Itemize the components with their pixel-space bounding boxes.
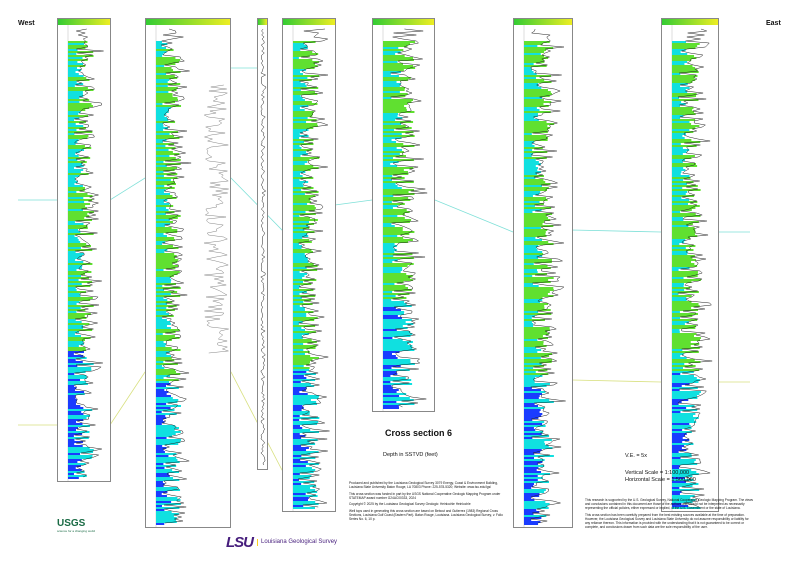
lsu-logo: LSU Louisiana Geological Survey [226, 534, 337, 551]
page-title: Cross section 6 [385, 428, 453, 438]
lsu-logo-text: LSU [226, 534, 254, 551]
west-label: West [18, 20, 35, 27]
well-log-1 [57, 18, 111, 482]
well-log-7 [661, 18, 719, 512]
vertical-exaggeration: V.E. = 5x [625, 453, 647, 459]
disclaimer-text: This cross section has been carefully pr… [585, 512, 749, 529]
credit-text: Copyright © 2025 by the Louisiana Geolog… [349, 502, 471, 506]
log-track [523, 25, 566, 527]
correlation-line [18, 177, 750, 233]
east-label: East [766, 20, 781, 27]
log-track [671, 25, 713, 511]
well-log-2 [145, 18, 231, 528]
log-track [155, 25, 229, 527]
well-log-6 [513, 18, 573, 528]
log-track [67, 25, 104, 481]
log-track [292, 25, 330, 511]
credit-text: This cross section was funded in part by… [349, 491, 501, 500]
well-header [373, 19, 434, 25]
well-log-3 [257, 18, 268, 470]
well-header [662, 19, 718, 25]
credit-text: Well tops used in generating this cross … [349, 508, 503, 521]
depth-subtitle: Depth in SSTVD (feet) [383, 452, 438, 458]
disclaimer-block: This research is supported by the U.S. G… [585, 498, 753, 531]
credits-block: Produced and published by the Louisiana … [349, 481, 509, 523]
well-header [283, 19, 335, 25]
usgs-logo-text: USGS [57, 518, 86, 529]
usgs-logo: USGS science for a changing world [57, 518, 95, 533]
horizontal-scale: Horizontal Scale = 1:500,000 [625, 477, 696, 483]
credit-text: Produced and published by the Louisiana … [349, 481, 498, 489]
log-track [382, 25, 428, 411]
well-header [146, 19, 230, 25]
lsu-survey-name: Louisiana Geological Survey [257, 539, 337, 546]
usgs-tagline: science for a changing world [57, 529, 96, 533]
well-log-5 [372, 18, 435, 412]
disclaimer-text: This research is supported by the U.S. G… [585, 498, 754, 510]
well-header [258, 19, 267, 25]
well-log-4 [282, 18, 336, 512]
log-track [260, 28, 267, 466]
vertical-scale: Vertical Scale = 1:100,000 [625, 470, 690, 476]
well-header [58, 19, 110, 25]
well-header [514, 19, 572, 25]
